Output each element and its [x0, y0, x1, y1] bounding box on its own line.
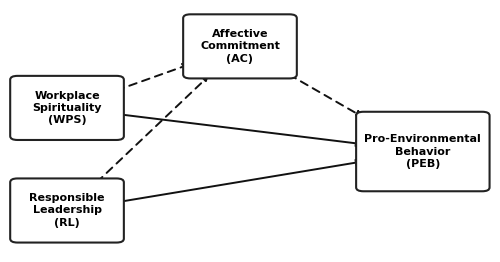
Text: Responsible
Leadership
(RL): Responsible Leadership (RL)	[30, 193, 105, 228]
FancyBboxPatch shape	[10, 178, 124, 243]
FancyBboxPatch shape	[10, 76, 124, 140]
FancyArrowPatch shape	[97, 76, 208, 182]
Text: Pro-Environmental
Behavior
(PEB): Pro-Environmental Behavior (PEB)	[364, 134, 481, 169]
FancyBboxPatch shape	[356, 112, 490, 191]
FancyArrowPatch shape	[116, 160, 362, 202]
FancyBboxPatch shape	[183, 14, 297, 78]
Text: Workplace
Spirituality
(WPS): Workplace Spirituality (WPS)	[32, 90, 102, 125]
FancyArrowPatch shape	[116, 114, 362, 146]
FancyArrowPatch shape	[289, 75, 362, 116]
FancyArrowPatch shape	[116, 64, 188, 90]
Text: Affective
Commitment
(AC): Affective Commitment (AC)	[200, 29, 280, 64]
